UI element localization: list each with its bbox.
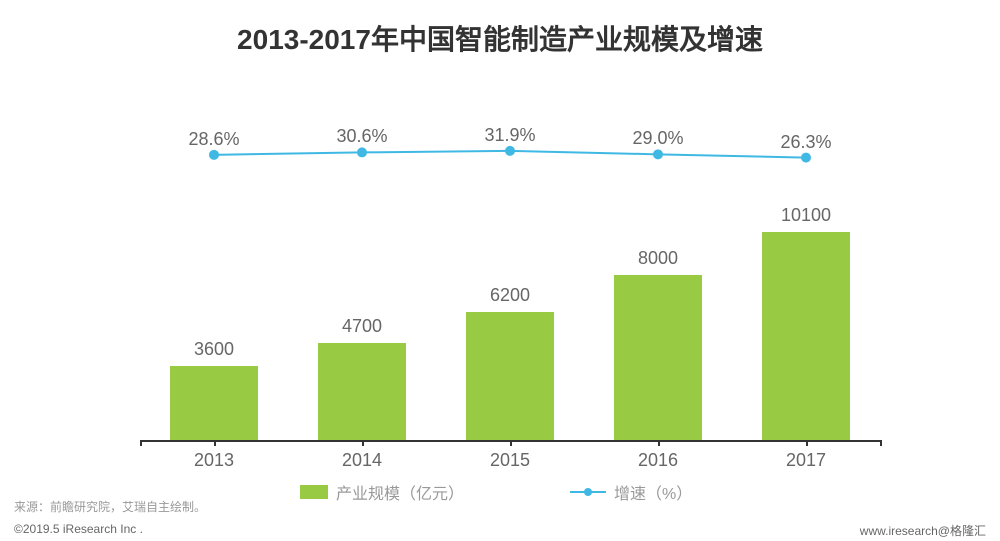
- bar-value-label-2015: 6200: [490, 285, 530, 306]
- growth-marker-2014: [357, 147, 367, 157]
- bar-2015: [466, 312, 554, 440]
- growth-label-2014: 30.6%: [336, 126, 387, 147]
- bar-2017: [762, 232, 850, 440]
- x-tick-2016: [658, 440, 660, 446]
- growth-marker-2017: [801, 153, 811, 163]
- x-label-2014: 2014: [342, 450, 382, 471]
- growth-label-2013: 28.6%: [188, 129, 239, 150]
- growth-marker-2015: [505, 146, 515, 156]
- chart-plot-area: 3600201347002014620020158000201610100201…: [140, 110, 880, 440]
- x-tick-edge-start: [140, 440, 142, 446]
- x-tick-edge-end: [880, 440, 882, 446]
- x-label-2016: 2016: [638, 450, 678, 471]
- x-tick-2015: [510, 440, 512, 446]
- footer-source: 来源：前瞻研究院，艾瑞自主绘制。: [14, 498, 206, 515]
- bar-value-label-2014: 4700: [342, 316, 382, 337]
- growth-label-2015: 31.9%: [484, 125, 535, 146]
- bar-2014: [318, 343, 406, 440]
- legend-item-line: 增速（%）: [570, 480, 692, 504]
- x-tick-2013: [214, 440, 216, 446]
- x-tick-2017: [806, 440, 808, 446]
- legend-label-bar: 产业规模（亿元）: [336, 480, 464, 504]
- bar-2016: [614, 275, 702, 440]
- growth-marker-2016: [653, 149, 663, 159]
- growth-label-2017: 26.3%: [780, 132, 831, 153]
- x-tick-2014: [362, 440, 364, 446]
- x-label-2017: 2017: [786, 450, 826, 471]
- bar-value-label-2017: 10100: [781, 205, 831, 226]
- chart-title: 2013-2017年中国智能制造产业规模及增速: [0, 18, 1000, 58]
- bar-value-label-2013: 3600: [194, 339, 234, 360]
- bar-2013: [170, 366, 258, 440]
- growth-label-2016: 29.0%: [632, 128, 683, 149]
- footer-copyright-right: www.iresearch@格隆汇: [860, 522, 986, 539]
- legend-swatch-line-icon: [570, 485, 606, 499]
- growth-marker-2013: [209, 150, 219, 160]
- x-label-2015: 2015: [490, 450, 530, 471]
- bar-value-label-2016: 8000: [638, 248, 678, 269]
- legend-swatch-bar-icon: [300, 485, 328, 499]
- footer-copyright-left: ©2019.5 iResearch Inc .: [14, 522, 143, 536]
- x-label-2013: 2013: [194, 450, 234, 471]
- legend-label-line: 增速（%）: [614, 480, 692, 504]
- legend-item-bar: 产业规模（亿元）: [300, 480, 464, 504]
